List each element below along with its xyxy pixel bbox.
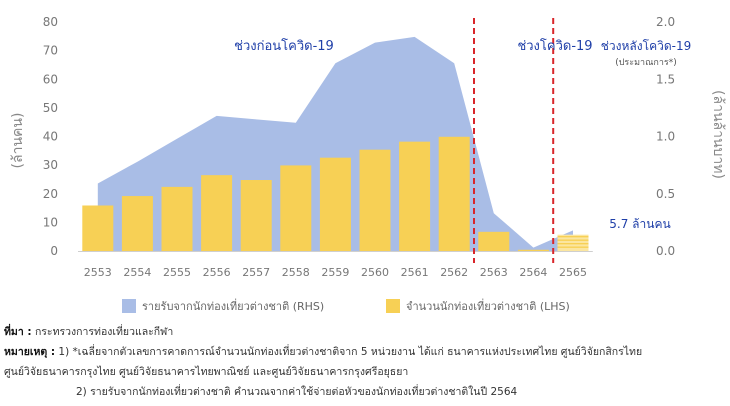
source-label: ที่มา : [4, 326, 32, 338]
visitors-bar-2560 [359, 149, 391, 251]
x-tick-label: 2561 [401, 266, 429, 279]
visitors-bar-2564 [517, 249, 549, 251]
visitors-bar-2557 [240, 180, 272, 251]
left-tick-label: 20 [43, 187, 58, 201]
legend-item-revenue: รายรับจากนักท่องเที่ยวต่างชาติ (RHS) [122, 297, 324, 315]
remark-line-1b: ศูนย์วิจัยธนาคารกรุงไทย ศูนย์วิจัยธนาคาร… [4, 362, 726, 382]
x-tick-label: 2556 [203, 266, 231, 279]
left-tick-label: 40 [43, 130, 58, 144]
visitors-bar-2561 [399, 141, 431, 251]
right-tick-label: 0.5 [656, 187, 675, 201]
visitors-bar-2556 [201, 175, 233, 251]
x-tick-label: 2562 [440, 266, 468, 279]
visitors-bar-2559 [319, 157, 351, 251]
right-tick-label: 2.0 [656, 15, 675, 29]
period-sub-label: (ประมาณการ*) [615, 58, 677, 68]
x-tick-label: 2559 [321, 266, 349, 279]
visitors-bar-2555 [161, 186, 193, 251]
remark-1-text: 1) *เฉลี่ยจากตัวเลขการคาดการณ์จำนวนนักท่… [58, 346, 643, 358]
left-tick-label: 10 [43, 215, 58, 229]
period-label-post: ช่วงหลังโควิด-19 [601, 39, 691, 53]
left-tick-label: 50 [43, 101, 58, 115]
remark-label: หมายเหตุ : [4, 346, 56, 358]
x-tick-label: 2564 [519, 266, 547, 279]
left-tick-label: 60 [43, 72, 58, 86]
x-tick-label: 2557 [242, 266, 270, 279]
visitors-bar-2554 [121, 196, 153, 251]
x-tick-label: 2554 [123, 266, 151, 279]
remark-2-text: 2) รายรับจากนักท่องเที่ยวต่างชาติ คำนวณจ… [76, 386, 518, 398]
right-tick-label: 1.5 [656, 72, 675, 86]
visitors-bar-2563 [478, 231, 510, 251]
x-tick-label: 2555 [163, 266, 191, 279]
right-axis-title: (ล้านล้านบาท) [710, 90, 726, 179]
legend-swatch-visitors [386, 299, 400, 313]
visitors-bar-2558 [280, 165, 312, 251]
remark-line-2: 2) รายรับจากนักท่องเที่ยวต่างชาติ คำนวณจ… [4, 382, 726, 402]
remark-line-1: หมายเหตุ : 1) *เฉลี่ยจากตัวเลขการคาดการณ… [4, 342, 726, 362]
right-tick-label: 0.0 [656, 244, 675, 258]
visitors-bar-2553 [82, 205, 114, 251]
x-tick-label: 2563 [480, 266, 508, 279]
x-tick-label: 2560 [361, 266, 389, 279]
left-tick-label: 80 [43, 15, 58, 29]
right-tick-label: 1.0 [656, 130, 675, 144]
period-label-covid: ช่วงโควิด-19 [517, 38, 592, 54]
visitors-bar-2562 [438, 136, 470, 251]
legend-swatch-revenue [122, 299, 136, 313]
source-line: ที่มา : กระทรวงการท่องเที่ยวและกีฬา [4, 322, 726, 342]
x-tick-label: 2565 [559, 266, 587, 279]
left-tick-label: 70 [43, 44, 58, 58]
x-tick-label: 2558 [282, 266, 310, 279]
legend-label-visitors: จำนวนนักท่องเที่ยวต่างชาติ (LHS) [406, 300, 570, 313]
left-axis-title: (ล้านคน) [10, 113, 26, 169]
legend-item-visitors: จำนวนนักท่องเที่ยวต่างชาติ (LHS) [386, 297, 570, 315]
source-text: กระทรวงการท่องเที่ยวและกีฬา [34, 326, 174, 338]
x-tick-label: 2553 [84, 266, 112, 279]
projection-annotation: 5.7 ล้านคน [609, 217, 670, 231]
period-label-pre: ช่วงก่อนโควิด-19 [234, 38, 334, 54]
legend-label-revenue: รายรับจากนักท่องเที่ยวต่างชาติ (RHS) [142, 300, 325, 313]
tourism-chart: 0 10 20 30 40 50 60 70 80 0.0 0.5 1.0 1.5 2.0 2553 2554… [10, 15, 726, 279]
notes: ที่มา : กระทรวงการท่องเที่ยวและกีฬา หมาย… [4, 322, 726, 402]
left-tick-label: 30 [43, 158, 58, 172]
left-tick-label: 0 [50, 244, 58, 258]
remark-1b-text: ศูนย์วิจัยธนาคารกรุงไทย ศูนย์วิจัยธนาคาร… [4, 366, 409, 378]
